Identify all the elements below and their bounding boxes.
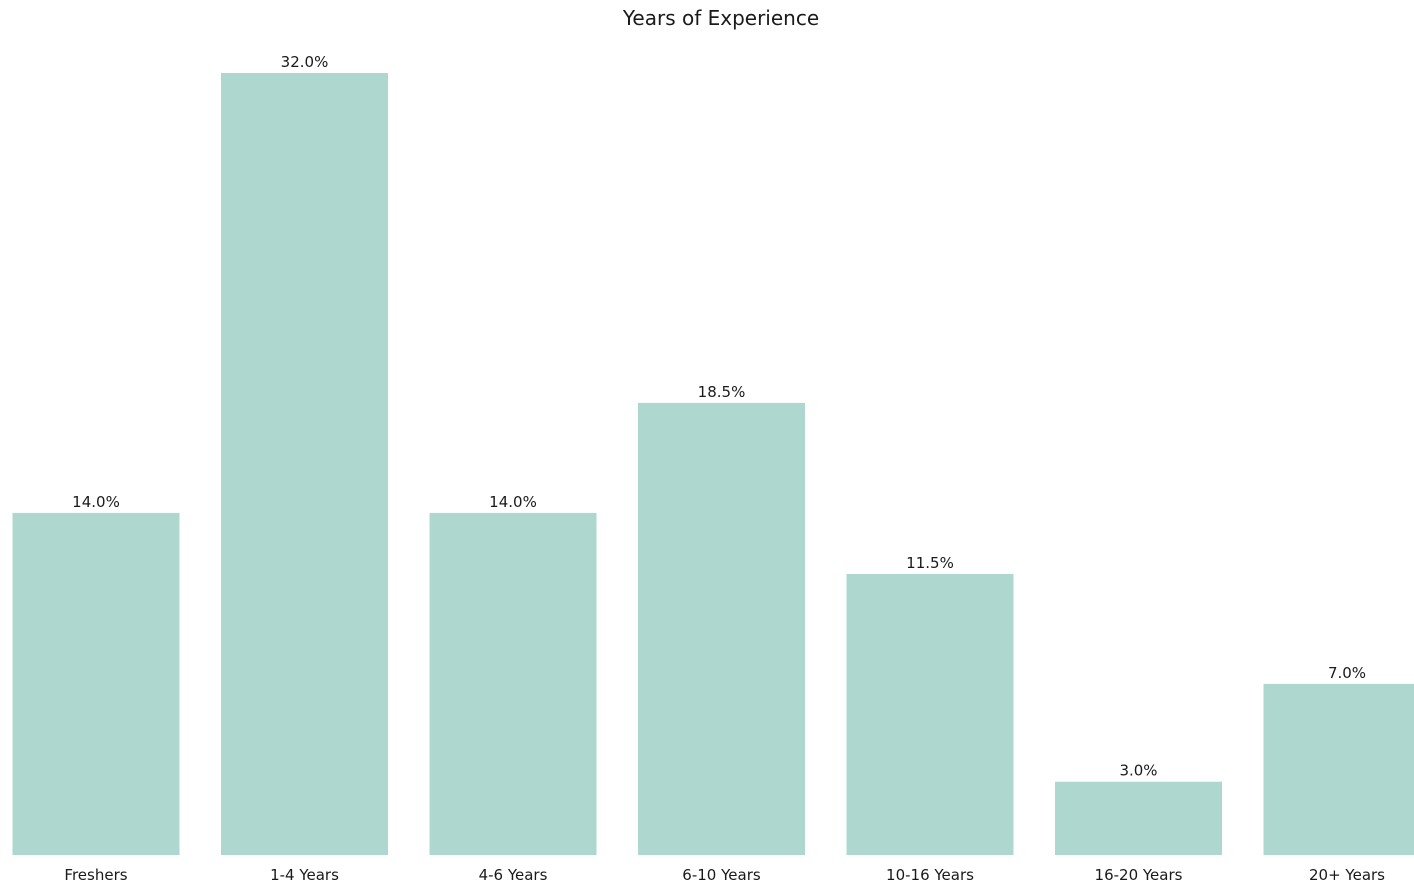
bar-value-label-1: 32.0% bbox=[281, 53, 329, 71]
bar-value-label-6: 7.0% bbox=[1328, 664, 1366, 682]
bar-value-label-0: 14.0% bbox=[72, 493, 120, 511]
x-tick-label-0: Freshers bbox=[64, 866, 127, 883]
chart-title: Years of Experience bbox=[622, 6, 819, 30]
bar-6 bbox=[1264, 684, 1414, 855]
x-tick-label-6: 20+ Years bbox=[1309, 866, 1385, 883]
bar-2 bbox=[430, 513, 597, 855]
bar-5 bbox=[1055, 782, 1222, 855]
bar-0 bbox=[13, 513, 180, 855]
bar-1 bbox=[221, 73, 388, 855]
x-tick-label-1: 1-4 Years bbox=[270, 866, 339, 883]
bar-value-label-2: 14.0% bbox=[489, 493, 537, 511]
bars-layer bbox=[13, 73, 1414, 855]
bar-value-label-5: 3.0% bbox=[1119, 762, 1157, 780]
x-tick-label-4: 10-16 Years bbox=[886, 866, 974, 883]
bar-value-label-3: 18.5% bbox=[698, 383, 746, 401]
x-tick-label-5: 16-20 Years bbox=[1095, 866, 1183, 883]
x-tick-label-3: 6-10 Years bbox=[682, 866, 761, 883]
bar-3 bbox=[638, 403, 805, 855]
bar-value-label-4: 11.5% bbox=[906, 554, 954, 572]
x-axis-tick-labels: Freshers 1-4 Years 4-6 Years 6-10 Years 10-1… bbox=[64, 866, 1385, 883]
bar-4 bbox=[847, 574, 1014, 855]
x-tick-label-2: 4-6 Years bbox=[479, 866, 548, 883]
